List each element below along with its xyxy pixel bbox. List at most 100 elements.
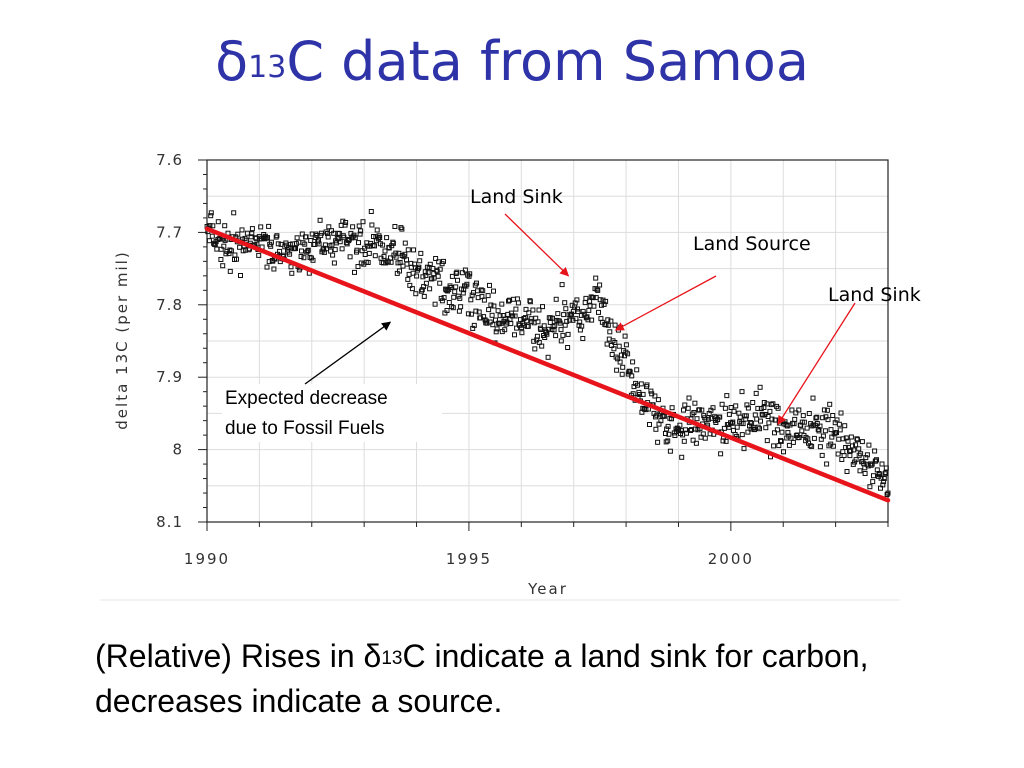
data-point — [743, 413, 749, 419]
caption-text-2: C indicate a land sink for carbon, decre… — [95, 638, 869, 719]
caption-superscript: 13 — [381, 648, 403, 669]
data-point — [453, 271, 459, 276]
data-point — [733, 403, 739, 409]
data-point — [254, 241, 260, 247]
data-point — [452, 289, 458, 295]
data-point — [473, 308, 479, 314]
caption-text-1: (Relative) Rises in δ — [95, 638, 382, 674]
data-point — [342, 222, 348, 228]
data-point — [691, 410, 697, 415]
data-point — [409, 286, 415, 292]
data-point — [721, 425, 727, 431]
data-point — [512, 313, 518, 319]
data-point — [655, 439, 661, 445]
data-point — [665, 438, 671, 444]
data-point — [547, 319, 553, 325]
data-point — [667, 448, 673, 454]
data-point — [433, 256, 439, 261]
data-point — [358, 228, 364, 234]
annotation-land-sink-1: Land Sink — [470, 186, 563, 208]
data-point — [778, 438, 783, 444]
data-point — [273, 234, 279, 240]
data-point — [790, 439, 796, 445]
data-point — [372, 243, 377, 249]
data-point — [490, 322, 496, 328]
data-point — [807, 443, 813, 449]
annotation-land-source: Land Source — [693, 233, 811, 255]
data-point — [873, 458, 879, 464]
x-tick-label: 2000 — [708, 550, 754, 568]
data-point — [369, 222, 375, 228]
data-point — [355, 264, 361, 269]
data-point — [879, 461, 885, 467]
data-point — [612, 340, 618, 345]
data-point — [597, 297, 603, 303]
data-point — [608, 318, 614, 324]
data-point — [339, 246, 345, 252]
data-point — [627, 368, 632, 374]
data-point — [677, 422, 683, 428]
data-point — [555, 311, 561, 317]
data-point — [305, 248, 311, 254]
data-point — [836, 421, 842, 427]
data-point — [793, 410, 799, 416]
data-point — [859, 439, 865, 445]
data-point — [540, 304, 545, 310]
data-point — [719, 401, 725, 407]
data-point — [381, 253, 387, 259]
data-point — [423, 280, 429, 286]
data-point — [446, 300, 452, 305]
data-point — [418, 250, 424, 256]
data-point — [406, 271, 412, 277]
data-point — [821, 407, 827, 413]
data-point — [775, 405, 781, 411]
data-point — [591, 303, 597, 309]
data-point — [589, 317, 595, 323]
data-point — [407, 282, 413, 288]
data-point — [856, 446, 862, 452]
data-point — [614, 367, 620, 373]
data-point — [864, 452, 870, 458]
data-point — [699, 407, 705, 413]
data-point — [827, 401, 833, 407]
data-point — [449, 273, 455, 279]
data-point — [739, 432, 745, 438]
data-point — [822, 428, 828, 434]
data-point — [582, 300, 588, 306]
data-point — [726, 411, 732, 417]
data-point — [801, 419, 807, 425]
data-point — [603, 298, 609, 304]
data-point — [334, 235, 340, 241]
plot-frame — [206, 159, 889, 523]
data-point — [522, 315, 528, 321]
data-point — [218, 257, 224, 262]
data-point — [234, 256, 239, 262]
data-point — [761, 400, 767, 405]
data-point — [448, 285, 454, 290]
data-point — [365, 260, 371, 265]
data-point — [722, 405, 728, 411]
data-point — [869, 461, 875, 467]
data-point — [844, 469, 850, 474]
data-point — [454, 269, 460, 275]
data-point — [467, 271, 473, 277]
data-point — [684, 430, 689, 436]
data-point — [495, 308, 501, 314]
data-point — [817, 423, 823, 429]
annotation-arrow-land-sink-1 — [504, 213, 570, 277]
data-point — [609, 352, 615, 357]
data-point — [354, 247, 360, 253]
data-point — [427, 286, 433, 292]
data-point — [468, 311, 474, 317]
data-point — [573, 316, 579, 322]
data-point — [596, 309, 601, 315]
data-point — [525, 323, 531, 329]
annotation-expected-line2: due to Fossil Fuels — [225, 418, 384, 439]
data-point — [868, 462, 874, 468]
data-point — [530, 307, 536, 313]
data-point — [730, 419, 736, 425]
data-point — [209, 233, 215, 239]
data-point — [739, 389, 745, 395]
data-point — [377, 235, 383, 240]
data-point — [784, 423, 790, 429]
